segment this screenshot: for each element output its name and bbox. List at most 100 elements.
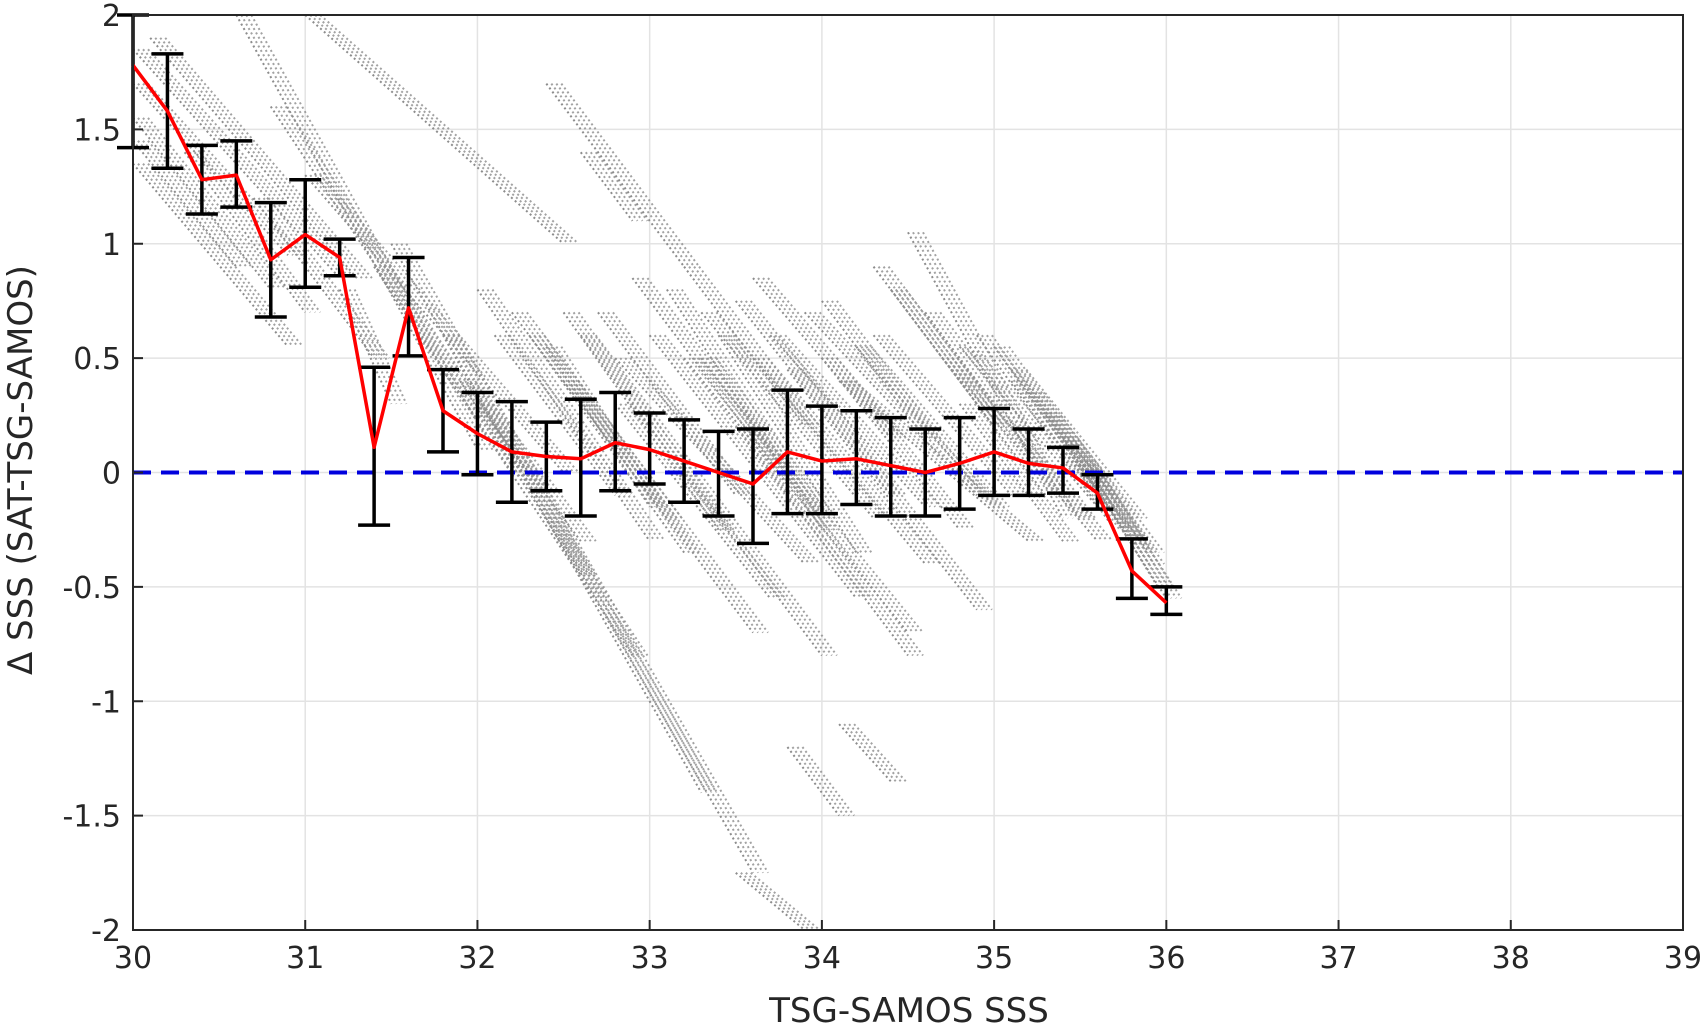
scatter-point-trail <box>629 357 821 565</box>
scatter-point-trail <box>1015 380 1104 496</box>
scatter-point-trail <box>353 289 408 405</box>
scatter-point-trail <box>1025 380 1114 496</box>
scatter-point-trail <box>469 380 592 576</box>
scatter-point-trail <box>137 82 294 256</box>
scatter-point-trail <box>705 357 828 519</box>
scatter-point-trail <box>142 82 299 256</box>
scatter-point-trail <box>922 231 1079 519</box>
x-tick-label: 36 <box>1147 941 1185 976</box>
scatter-point-trail <box>137 117 277 291</box>
scatter-point-trail <box>314 174 575 474</box>
scatter-point-trail <box>262 197 385 359</box>
y-tick-label: -1 <box>91 685 121 720</box>
scatter-point-trail <box>319 174 580 474</box>
scatter-point-trail <box>508 334 632 496</box>
scatter-point-trail <box>476 288 651 542</box>
binned-mean-line <box>131 64 1168 605</box>
scatter-point-trail <box>257 197 380 359</box>
scatter-point-trail <box>491 403 597 542</box>
scatter-point-trail <box>147 48 356 279</box>
scatter-point-trail <box>589 334 833 657</box>
scatter-point-trail <box>769 334 926 508</box>
scatter-point-trail <box>796 746 850 817</box>
scatter-point-trail <box>1025 368 1148 519</box>
scatter-point-trail <box>188 151 312 313</box>
scatter-point-trail <box>791 368 983 611</box>
scatter-point-trail <box>739 300 897 496</box>
scatter-point-trail <box>474 380 597 576</box>
x-tick-label: 30 <box>114 941 152 976</box>
scatter-point-trail <box>594 151 649 222</box>
scatter-point-trail <box>734 300 892 496</box>
scatter-point-trail <box>744 300 902 496</box>
scatter-point-trail <box>584 151 639 222</box>
scatter-point-trail <box>498 334 622 496</box>
scatter-point-trail <box>887 266 1010 428</box>
scatter-point-trail <box>762 277 902 439</box>
scatter-point-trail <box>693 266 816 428</box>
scatter-point-trail <box>597 311 737 496</box>
scatter-point-trail <box>614 357 806 565</box>
scatter-point-trail <box>304 174 565 474</box>
scatter-point-trail <box>486 288 661 542</box>
scatter-point-trail <box>343 289 398 405</box>
scatter-point-trail <box>284 105 528 474</box>
y-axis-ticks: 2 1.5 1 0.5 0 -0.5 -1 -1.5 -2 <box>62 0 143 949</box>
scatter-point-trail <box>683 266 806 428</box>
scatter-point-trail <box>614 403 772 599</box>
scatter-point-trail <box>693 357 919 634</box>
scatter-point-trail <box>567 380 673 519</box>
scatter-point-trail <box>865 346 1005 508</box>
scatter-point-trail <box>826 357 966 531</box>
y-tick-label: 1 <box>102 228 121 263</box>
y-tick-label: -0.5 <box>62 571 121 606</box>
scatter-point-trail <box>710 357 833 519</box>
y-tick-label: 0 <box>102 457 121 492</box>
scatter-point-trail <box>147 140 253 268</box>
scatter-point-trail <box>836 357 976 531</box>
scatter-point-trail <box>560 346 666 508</box>
scatter-point-trail <box>767 277 907 439</box>
scatter-point-trail <box>917 231 1074 519</box>
scatter-point-trail <box>831 300 937 439</box>
x-tick-label: 31 <box>286 941 324 976</box>
x-tick-label: 32 <box>458 941 496 976</box>
scatter-point-trail <box>193 151 317 313</box>
scatter-point-trail <box>269 105 513 474</box>
scatter-point-trail <box>252 197 375 359</box>
scatter-point-trail <box>147 82 304 256</box>
scatter-point-trail <box>579 151 634 222</box>
scatter-point-trail <box>872 334 1013 497</box>
scatter-point-trail <box>619 357 811 565</box>
scatter-point-trail <box>555 346 661 508</box>
scatter-point-trail <box>821 300 927 439</box>
scatter-point-trail <box>872 266 995 428</box>
scatter-point-trail <box>550 346 656 508</box>
scatter-point-trail <box>648 334 858 599</box>
scatter-point-trail <box>968 403 1074 542</box>
scatter-point-trail <box>612 311 752 496</box>
scatter-point-trail <box>545 83 685 268</box>
y-tick-label: 2 <box>102 0 121 34</box>
scatter-point-trail <box>653 334 863 599</box>
scatter-point-trail <box>853 380 1045 542</box>
scatter-point-trail <box>137 140 243 268</box>
x-tick-label: 39 <box>1664 941 1702 976</box>
scatter-point-trail <box>1042 391 1165 554</box>
scatter-point-trail <box>757 277 897 439</box>
scatter-point-trail <box>774 334 931 508</box>
scatter-point-trail <box>491 288 666 542</box>
scatter-point-trail <box>132 82 289 256</box>
scatter-point-trail <box>663 334 873 599</box>
x-tick-label: 38 <box>1492 941 1530 976</box>
scatter-point-trail <box>700 357 823 519</box>
scatter-point-trail <box>132 140 238 268</box>
scatter-point-trail <box>877 266 1000 428</box>
scatter-point-trail <box>1010 380 1099 496</box>
x-tick-label: 34 <box>803 941 841 976</box>
scatter-point-trail <box>855 346 995 508</box>
scatter-point-trail <box>348 289 403 405</box>
scatter-point-trail <box>698 266 821 428</box>
scatter-point-trail <box>698 357 924 634</box>
